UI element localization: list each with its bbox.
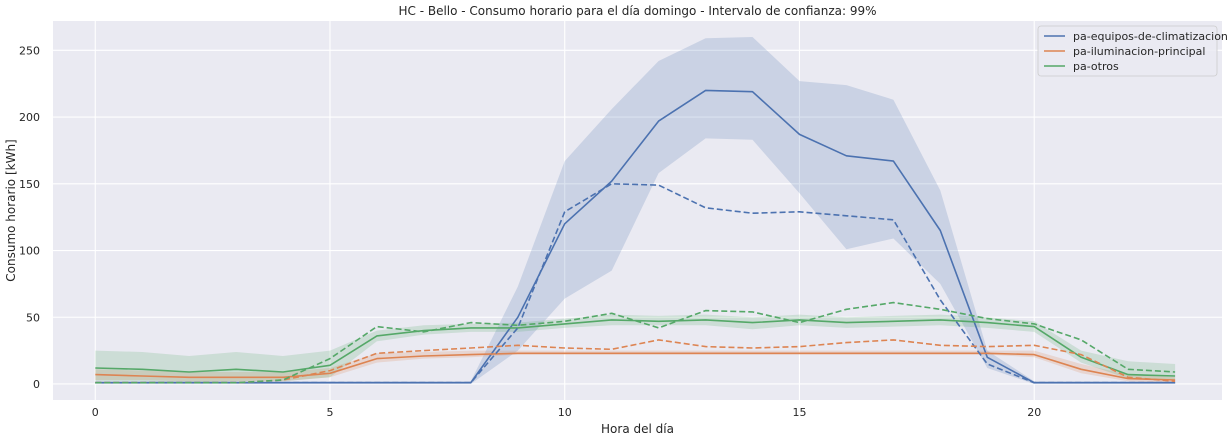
legend-label: pa-iluminacion-principal xyxy=(1073,45,1205,58)
y-tick-label: 0 xyxy=(33,378,40,391)
x-tick-label: 20 xyxy=(1027,406,1041,419)
series-line-pa-equipos-de-climatizacion xyxy=(95,89,1176,384)
x-axis-label: Hora del día xyxy=(601,422,674,436)
chart-title: HC - Bello - Consumo horario para el día… xyxy=(398,4,876,18)
reference-line-pa-equipos-de-climatizacion xyxy=(95,183,1176,384)
reference-line-pa-iluminacion-principal xyxy=(95,339,1176,384)
confidence-band-pa-otros xyxy=(95,314,1176,383)
y-tick-label: 50 xyxy=(26,311,40,324)
confidence-band-pa-equipos-de-climatizacion xyxy=(95,37,1176,384)
legend-box xyxy=(1037,25,1218,77)
confidence-band-pa-iluminacion-principal xyxy=(95,350,1176,383)
y-tick-label: 200 xyxy=(19,111,40,124)
series-lines xyxy=(95,89,1176,384)
x-tick-label: 10 xyxy=(558,406,572,419)
grid-lines xyxy=(53,21,1222,400)
y-tick-label: 250 xyxy=(19,44,40,57)
plot-background xyxy=(53,21,1222,400)
x-tick-label: 0 xyxy=(92,406,99,419)
legend: pa-equipos-de-climatizacion pa-iluminacio… xyxy=(1037,25,1228,77)
y-tick-label: 100 xyxy=(19,245,40,258)
confidence-bands xyxy=(95,37,1176,384)
legend-label: pa-otros xyxy=(1073,60,1119,73)
y-tick-label: 150 xyxy=(19,178,40,191)
series-line-pa-otros xyxy=(95,319,1176,377)
x-tick-label: 15 xyxy=(792,406,806,419)
x-tick-label: 5 xyxy=(326,406,333,419)
legend-label: pa-equipos-de-climatizacion xyxy=(1073,30,1228,43)
series-line-pa-iluminacion-principal xyxy=(95,352,1176,381)
y-axis-label: Consumo horario [kWh] xyxy=(4,139,18,281)
